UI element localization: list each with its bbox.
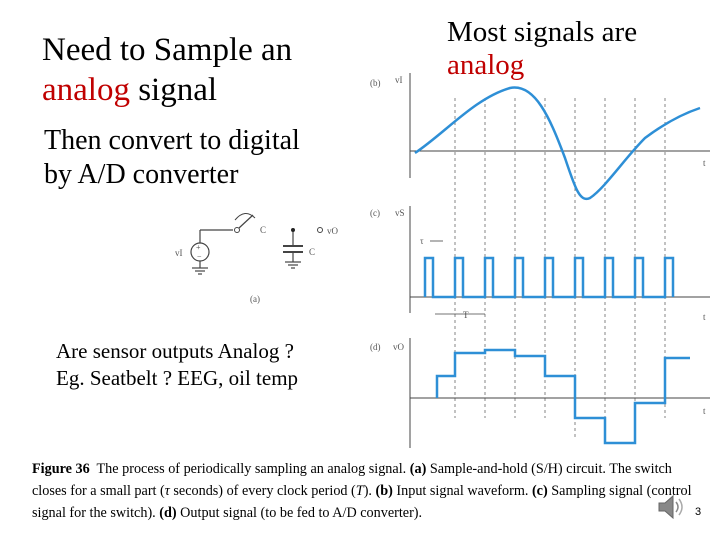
output-staircase — [435, 348, 690, 445]
label-c: (c) — [370, 208, 380, 218]
vi-label-a: vI — [175, 248, 183, 258]
caption-fig-number: Figure 36 — [32, 461, 90, 477]
source-plus: + — [196, 243, 201, 252]
label-a: (a) — [250, 294, 260, 304]
sampling-pulses — [423, 256, 675, 299]
caption-T: T — [355, 483, 364, 499]
caption-text-6: Sampling signal (control signal for the … — [32, 483, 692, 521]
vo-label-d: vO — [393, 342, 405, 352]
question-line-1: Are sensor outputs Analog ? — [56, 339, 294, 363]
title-line-2: analog signal — [42, 70, 292, 110]
switch-blade — [238, 214, 254, 229]
sensor-question: Are sensor outputs Analog ? Eg. Seatbelt… — [56, 338, 298, 392]
question-line-2: Eg. Seatbelt ? EEG, oil temp — [56, 366, 299, 390]
slide-title: Need to Sample an analog signal — [42, 30, 292, 110]
caption-text-7: Output signal (to be fed to A/D converte… — [176, 505, 423, 521]
tau-label: τ — [420, 236, 424, 246]
caption-text-3: seconds) of every clock period ( — [169, 483, 356, 499]
caption-a: (a) — [409, 461, 427, 477]
caption-b: (b) — [375, 483, 393, 499]
right-heading-line-2: analog — [447, 49, 525, 81]
switch-arrow-icon — [234, 213, 256, 221]
label-b: (b) — [370, 78, 381, 88]
switch-contact-left — [234, 227, 240, 233]
subtitle: Then convert to digital by A/D converter — [44, 124, 300, 192]
source-minus: − — [197, 252, 202, 261]
caption-tau: τ — [164, 483, 170, 499]
page-number: 3 — [695, 506, 702, 518]
cap-c-label: C — [309, 247, 315, 257]
t-label-b: t — [703, 158, 706, 168]
title-signal-word: signal — [129, 72, 218, 108]
caption-text-2: Sample-and-hold (S/H) circuit. The switc… — [32, 461, 672, 499]
vs-label: vS — [395, 208, 405, 218]
subtitle-line-1: Then convert to digital — [44, 125, 300, 156]
vi-label-b: vI — [395, 75, 403, 85]
caption-text-4: ). — [363, 483, 376, 499]
t-label-d: t — [703, 406, 706, 416]
subtitle-line-2: by A/D converter — [44, 159, 239, 190]
t-label-c: t — [703, 312, 706, 322]
right-heading: Most signals are analog — [447, 16, 637, 82]
input-signal-curve — [414, 86, 701, 201]
caption-d: (d) — [159, 505, 177, 521]
speaker-icon[interactable] — [655, 492, 687, 522]
sampling-waveforms: (b) vI t (c) vS t τ T (d) vO t — [370, 73, 710, 448]
output-node — [291, 228, 295, 232]
caption-c: (c) — [531, 483, 548, 499]
caption-text-5: Input signal waveform. — [392, 483, 532, 499]
title-line-1: Need to Sample an — [42, 32, 293, 68]
switch-c-label: C — [260, 225, 266, 235]
label-d: (d) — [370, 342, 381, 352]
T-label: T — [463, 310, 469, 320]
vo-terminal — [317, 227, 323, 233]
sample-hold-circuit: + − vI C C vO (a) — [175, 213, 339, 304]
caption-text-1: The process of periodically sampling an … — [96, 461, 410, 477]
right-heading-line-1: Most signals are — [447, 16, 638, 48]
figure-caption: Figure 36 The process of periodically sa… — [32, 458, 692, 524]
title-analog-word: analog — [42, 72, 130, 108]
vo-label-a: vO — [327, 226, 339, 236]
